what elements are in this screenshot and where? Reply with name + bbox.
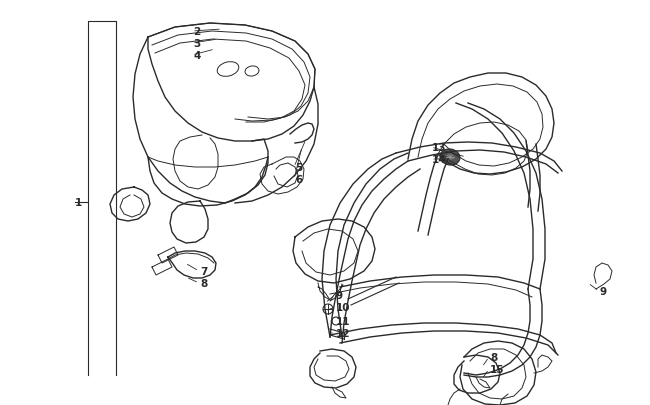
Text: 7: 7 — [200, 266, 207, 276]
Text: 5: 5 — [295, 162, 302, 173]
Text: 6: 6 — [295, 175, 302, 185]
Text: 8: 8 — [490, 352, 497, 362]
Text: 3: 3 — [193, 39, 200, 49]
Text: 8: 8 — [200, 278, 207, 288]
Text: 15: 15 — [490, 364, 504, 374]
Ellipse shape — [440, 149, 460, 166]
Text: 12: 12 — [336, 328, 350, 338]
Text: 2: 2 — [193, 27, 200, 37]
Text: 9: 9 — [600, 286, 607, 296]
Text: 13: 13 — [432, 143, 447, 153]
Text: 9: 9 — [336, 290, 343, 300]
Text: 1: 1 — [75, 198, 83, 207]
Text: 14: 14 — [432, 155, 447, 164]
Text: 4: 4 — [193, 51, 200, 61]
Text: 10: 10 — [336, 302, 350, 312]
Text: 11: 11 — [336, 316, 350, 326]
